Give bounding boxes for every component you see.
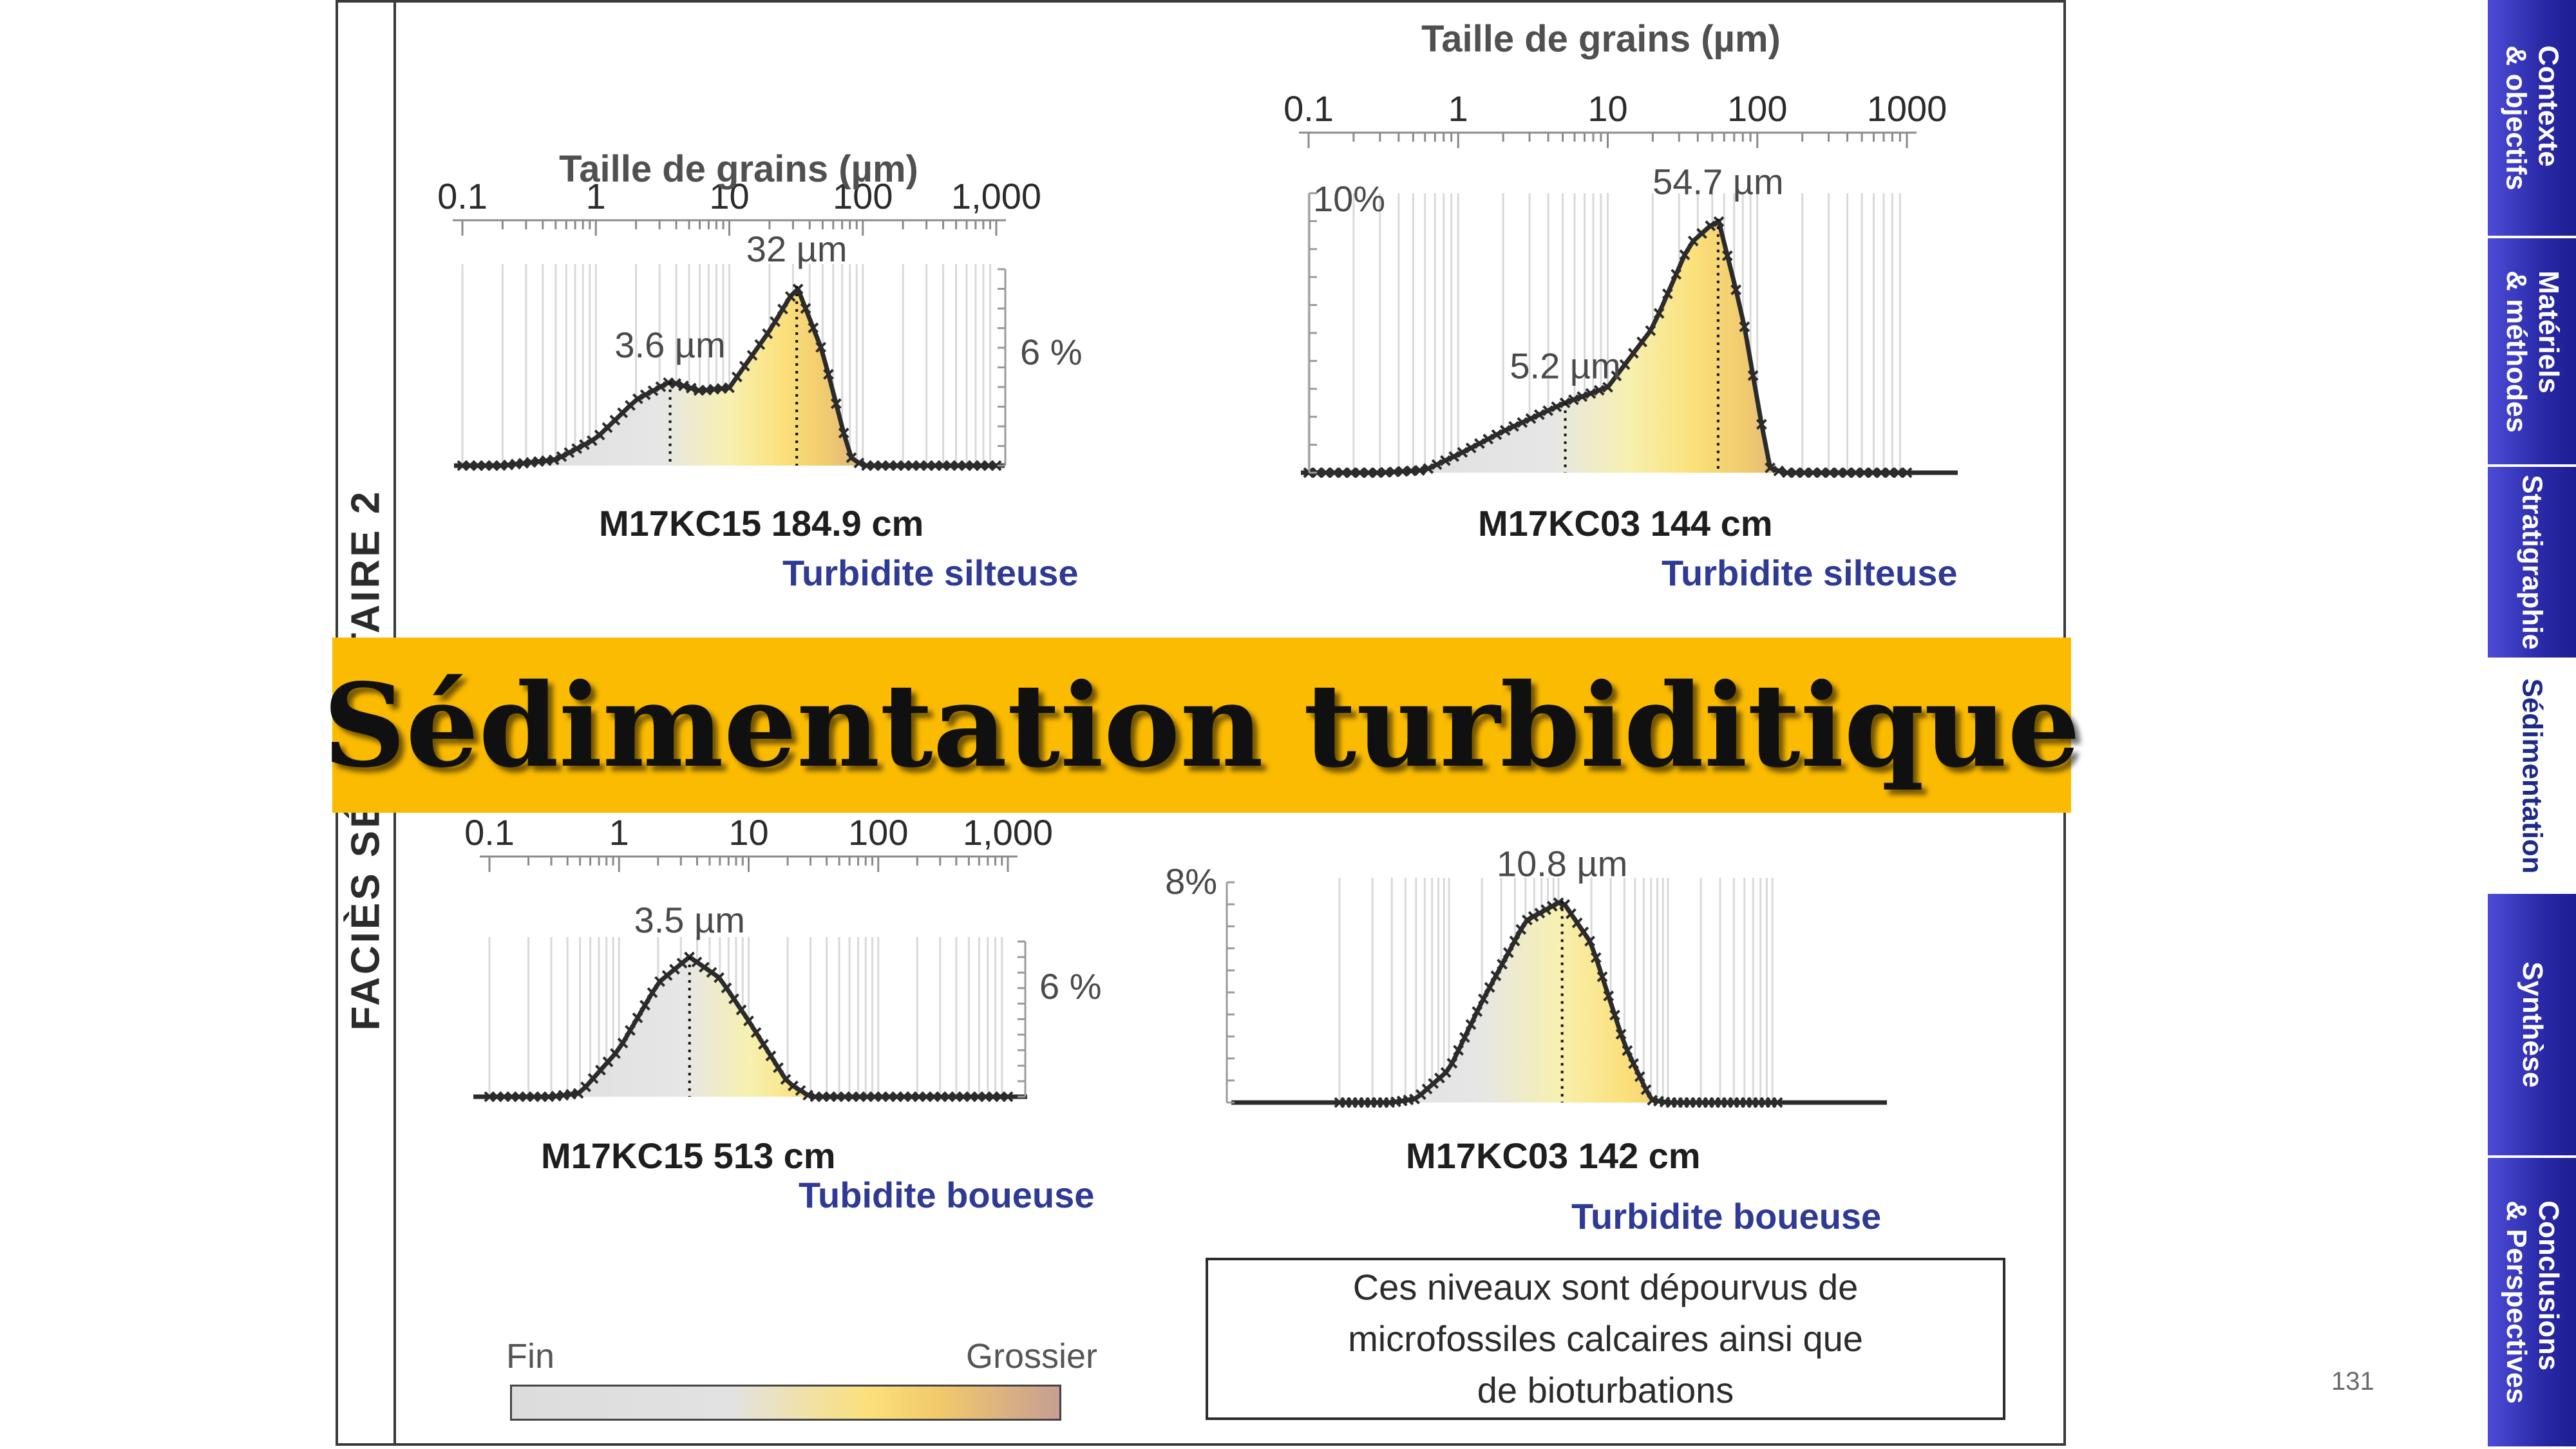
facies-name-m17kc15-1849: Turbidite silteuse (782, 553, 1079, 593)
sample-label-m17kc03-144: M17KC03 144 cm (1478, 503, 1773, 544)
nav-tab-label: Contexte & objectifs (2500, 46, 2564, 191)
nav-tab-line: Contexte (2532, 45, 2564, 167)
section-nav: Contexte & objectifs Matériels & méthode… (2488, 0, 2576, 1449)
nav-tab-line: Conclusions (2532, 1200, 2564, 1371)
nav-tab-label: Synthèse (2516, 961, 2548, 1088)
banner-title: Sédimentation turbiditique (323, 658, 2081, 793)
nav-tab-label: Matériels & méthodes (2500, 270, 2564, 433)
note-line: Ces niveaux sont dépourvus de (1352, 1267, 1859, 1307)
nav-tab-conclusions[interactable]: Conclusions & Perspectives (2488, 1158, 2576, 1449)
nav-tab-label: Sédimentation (2516, 678, 2548, 873)
nav-tab-materiels[interactable]: Matériels & méthodes (2488, 238, 2576, 467)
note-line: de bioturbations (1477, 1370, 1734, 1410)
nav-tab-line: & objectifs (2500, 45, 2532, 191)
title-banner: Sédimentation turbiditique (323, 638, 2080, 813)
note-text: Ces niveaux sont dépourvus de microfossi… (1348, 1262, 1863, 1416)
grain-color-legend-bar (510, 1385, 1061, 1421)
nav-tab-synthese[interactable]: Synthèse (2488, 894, 2576, 1158)
nav-tab-line: & méthodes (2500, 270, 2532, 433)
note-box: Ces niveaux sont dépourvus de microfossi… (1206, 1258, 2005, 1420)
legend-fine-label: Fin (506, 1337, 555, 1376)
sample-label-m17kc15-1849: M17KC15 184.9 cm (599, 503, 924, 544)
sample-label-m17kc15-513: M17KC15 513 cm (541, 1135, 836, 1176)
legend-coarse-label: Grossier (966, 1337, 1098, 1376)
nav-tab-stratigraphie[interactable]: Stratigraphie (2488, 467, 2576, 660)
page-number: 131 (2331, 1367, 2374, 1396)
facies-name-m17kc03-142: Turbidite boueuse (1571, 1196, 1882, 1236)
nav-tab-label: Conclusions & Perspectives (2500, 1200, 2564, 1404)
nav-tab-line: Matériels (2532, 270, 2564, 393)
nav-tab-line: Sédimentation (2516, 677, 2548, 874)
facies-name-m17kc03-144: Turbidite silteuse (1662, 553, 1958, 593)
nav-tab-line: Synthèse (2516, 961, 2548, 1088)
nav-tab-label: Stratigraphie (2516, 475, 2548, 649)
nav-tab-line: Stratigraphie (2516, 475, 2548, 650)
facies-name-m17kc15-513: Tubidite boueuse (799, 1175, 1095, 1215)
sample-label-m17kc03-142: M17KC03 142 cm (1406, 1135, 1701, 1176)
nav-tab-line: & Perspectives (2500, 1200, 2532, 1404)
nav-tab-sedimentation[interactable]: Sédimentation (2488, 660, 2576, 894)
nav-tab-contexte[interactable]: Contexte & objectifs (2488, 0, 2576, 238)
note-line: microfossiles calcaires ainsi que (1348, 1318, 1863, 1359)
